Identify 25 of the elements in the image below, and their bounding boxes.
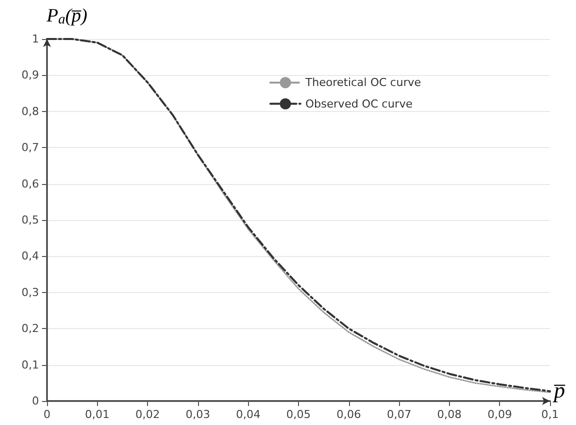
x-axis-title: p̅ [552,378,566,402]
x-tick-label: 0,02 [135,408,160,421]
x-tick-label: 0,06 [336,408,362,421]
x-tick-label: 0,03 [186,408,210,421]
y-tick-label: 0,9 [22,68,39,82]
legend-label: Theoretical OC curve [304,76,422,90]
x-tick-label: 0,05 [286,408,311,421]
y-tick-label: 0,6 [22,177,39,190]
x-tick-label: 0,1 [541,408,559,421]
x-tick-label: 0,04 [236,408,260,421]
y-tick-label: 0 [32,394,39,408]
y-tick-label: 0,1 [22,358,39,372]
x-tick-label: 0,09 [487,408,512,421]
y-tick-label: 0,4 [22,250,39,263]
y-tick-label: 1 [32,32,39,46]
y-tick-label: 0,7 [22,141,39,154]
y-tick-label: 0,2 [22,322,39,336]
y-tick-label: 0,8 [22,104,39,118]
y-tick-label: 0,3 [22,286,39,299]
x-tick-label: 0 [44,408,50,421]
x-tick-label: 0,07 [386,408,412,421]
y-tick-label: 0,5 [22,214,39,226]
x-tick-label: 0,08 [437,408,462,421]
x-tick-label: 0,01 [85,408,110,421]
legend-label: Observed OC curve [305,97,413,110]
